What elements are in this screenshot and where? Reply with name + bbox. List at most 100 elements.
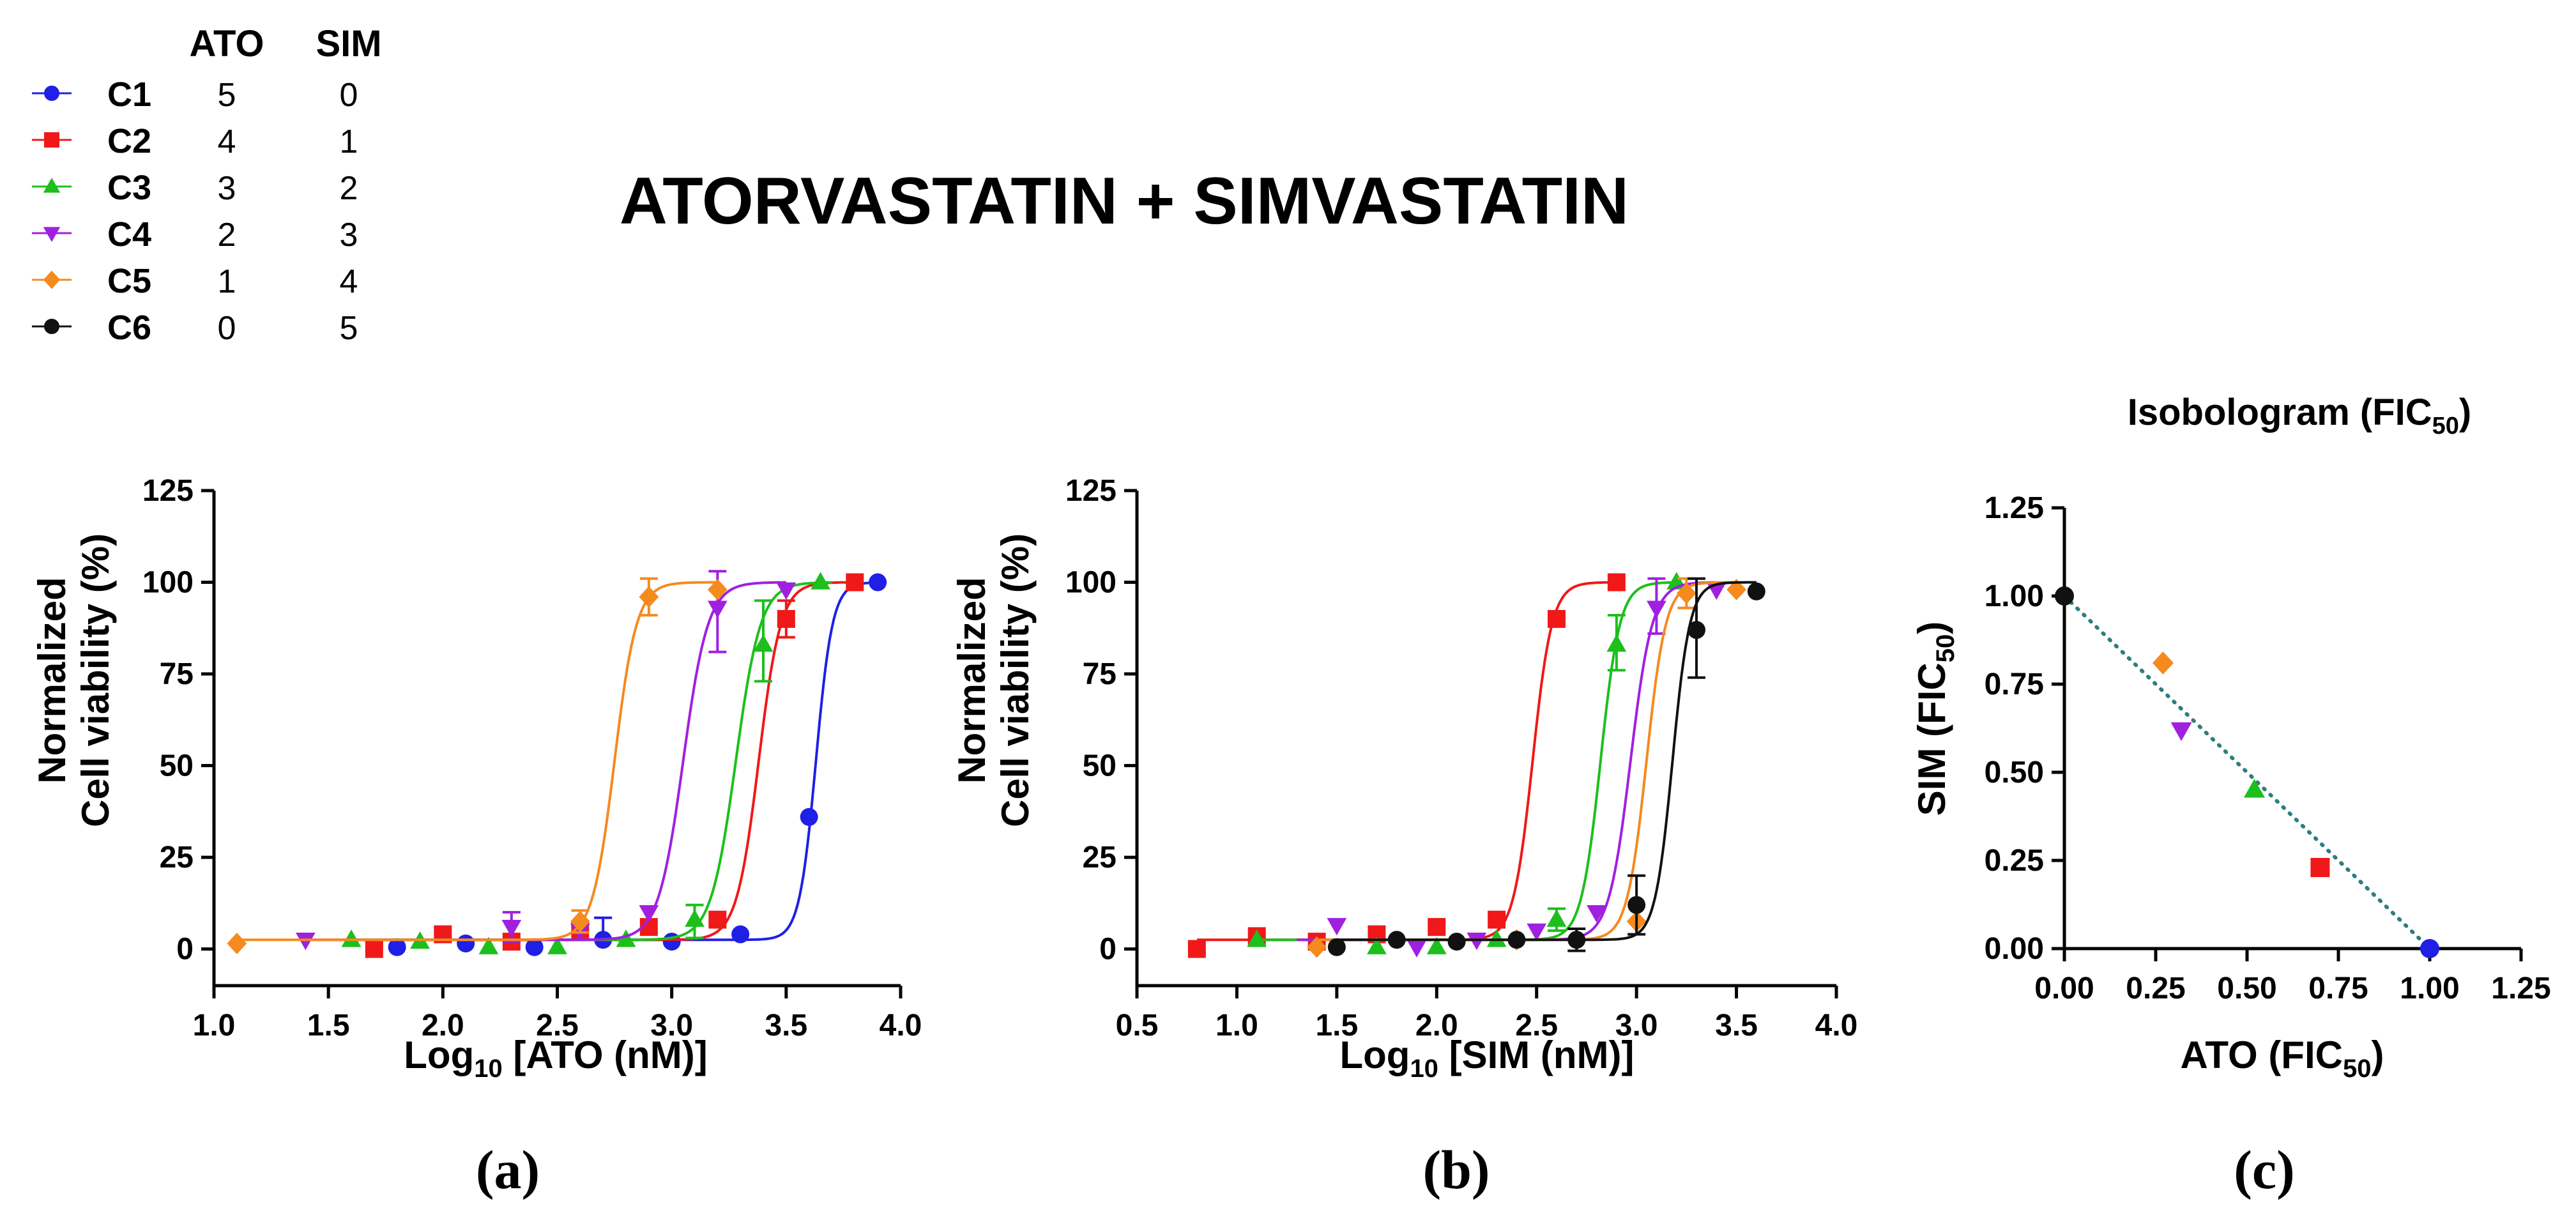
legend-row-c6: C6 0 5 (32, 309, 358, 347)
legend-ato-value: 3 (218, 170, 236, 207)
legend-row-c3: C3 3 2 (32, 169, 358, 207)
legend-row-c1: C1 5 0 (32, 75, 358, 114)
data-point-c1 (731, 925, 750, 943)
data-point-c3 (1426, 936, 1447, 954)
series-c3 (1247, 572, 1687, 954)
axis-labels-c: Isobologram (FIC50) SIM (FIC50) ATO (FIC… (1910, 392, 2471, 1200)
data-point-c4 (295, 933, 316, 951)
series-c6 (1327, 577, 1765, 956)
fit-curve-c4 (1297, 581, 1717, 942)
line-of-additivity (2062, 594, 2432, 951)
axis-labels-a: Normalized Cell viability (%) Log10 [ATO… (31, 533, 708, 1200)
x-tick-label: 1.0 (1216, 1009, 1258, 1043)
y-tick-label: 25 (1083, 841, 1117, 874)
data-point-c4 (1406, 940, 1427, 958)
data-point-c2 (1488, 910, 1506, 929)
y-tick-label: 75 (160, 657, 194, 691)
y-tick-label: 100 (1065, 566, 1117, 600)
data-point-c2 (846, 573, 864, 592)
data-point-c3 (1367, 936, 1387, 954)
x-tick-label: 0.5 (1116, 1009, 1159, 1043)
y-tick-label: 125 (1065, 474, 1117, 508)
data-point-c4 (1527, 923, 1547, 941)
x-tick-label: 1.0 (193, 1009, 236, 1043)
y-tick-label: 0.25 (1985, 844, 2044, 878)
data-point-c5 (570, 910, 590, 933)
y-tick-label: 1.25 (1985, 491, 2044, 525)
data-point-c6 (1567, 931, 1586, 949)
data-point-c3 (1247, 929, 1267, 947)
x-tick-label: 4.0 (1815, 1009, 1858, 1043)
legend-marker-c3 (43, 178, 61, 193)
chart-panel-a: 1.0 1.5 2.0 2.5 3.0 3.5 4.0 0 25 50 75 100 125 Norma… (31, 474, 922, 1200)
y-tick-label: 0.50 (1985, 756, 2044, 790)
x-tick-label: 1.5 (1315, 1009, 1358, 1043)
y-axis-label-line2: Cell viability (%) (74, 533, 117, 827)
isobologram-point-c4 (2170, 722, 2192, 742)
isobologram-point-c5 (2152, 651, 2174, 675)
isobologram-point-c6 (2055, 586, 2074, 606)
legend-series-name: C1 (107, 75, 151, 114)
legend-series-name: C4 (107, 215, 151, 254)
data-point-c3 (341, 929, 362, 947)
data-point-c2 (1187, 940, 1206, 958)
data-point-c1 (457, 934, 475, 952)
y-tick-label: 50 (1083, 749, 1117, 783)
legend: ATO SIM C1 5 0 C2 4 1 C3 3 2 C4 2 3 C5 1 4 C6 0 5 (32, 23, 382, 347)
panel-label-c: (c) (2234, 1139, 2294, 1200)
y-axis-label: SIM (FIC50) (1910, 622, 1960, 816)
data-point-c3 (1606, 634, 1627, 652)
fit-curve-c2 (1196, 581, 1617, 942)
legend-row-c4: C4 2 3 (32, 215, 358, 254)
x-axis-label: ATO (FIC50) (2181, 1034, 2384, 1083)
legend-marker-c5 (43, 270, 61, 289)
data-point-c4 (1467, 933, 1487, 951)
legend-row-c5: C5 1 4 (32, 262, 358, 300)
legend-ato-value: 4 (218, 123, 236, 160)
x-tick-label: 2.5 (536, 1009, 579, 1043)
legend-ato-value: 0 (218, 310, 236, 347)
legend-header-sim: SIM (316, 23, 381, 65)
x-tick-label: 4.0 (880, 1009, 922, 1043)
legend-sim-value: 5 (340, 310, 358, 347)
data-point-c2 (1428, 918, 1446, 936)
data-point-c1 (869, 573, 887, 592)
fit-curve-c6 (1336, 581, 1757, 942)
y-tick-label: 0.00 (1985, 932, 2044, 966)
data-point-c4 (776, 582, 796, 600)
x-tick-label: 0.75 (2308, 972, 2368, 1005)
x-tick-label: 0.00 (2034, 972, 2094, 1005)
axis-labels-b: Normalized Cell viability (%) Log10 [SIM… (950, 533, 1635, 1200)
data-point-c3 (547, 936, 567, 954)
legend-marker-c4 (43, 227, 61, 242)
isobologram-point-c3 (2243, 779, 2265, 798)
data-point-c2 (708, 910, 727, 929)
data-point-c3 (1546, 909, 1567, 927)
x-tick-label: 0.25 (2126, 972, 2185, 1005)
legend-series-name: C3 (107, 169, 151, 207)
x-tick-label: 2.5 (1515, 1009, 1558, 1043)
data-point-c6 (1507, 931, 1526, 949)
data-point-c2 (365, 940, 383, 958)
data-point-c5 (1307, 936, 1327, 958)
legend-marker-c6 (44, 319, 59, 334)
legend-header-ato: ATO (189, 23, 264, 65)
y-axis-label-line2: Cell viability (%) (994, 533, 1037, 827)
data-point-c5 (1676, 582, 1696, 604)
series-c2 (1187, 573, 1626, 958)
panel-label-a: (a) (476, 1139, 540, 1200)
data-point-c6 (1747, 582, 1765, 600)
x-tick-label: 3.5 (765, 1009, 807, 1043)
data-point-c2 (1607, 573, 1626, 592)
isobologram-point-c2 (2310, 858, 2330, 878)
data-point-c2 (1548, 609, 1566, 628)
data-point-c5 (1726, 579, 1746, 600)
data-point-c4 (501, 919, 522, 938)
data-point-c1 (388, 938, 406, 956)
data-point-c6 (1387, 931, 1406, 949)
y-tick-label: 0.75 (1985, 668, 2044, 701)
data-point-c3 (685, 909, 705, 927)
data-point-c4 (707, 600, 728, 618)
y-tick-label: 1.00 (1985, 579, 2044, 613)
